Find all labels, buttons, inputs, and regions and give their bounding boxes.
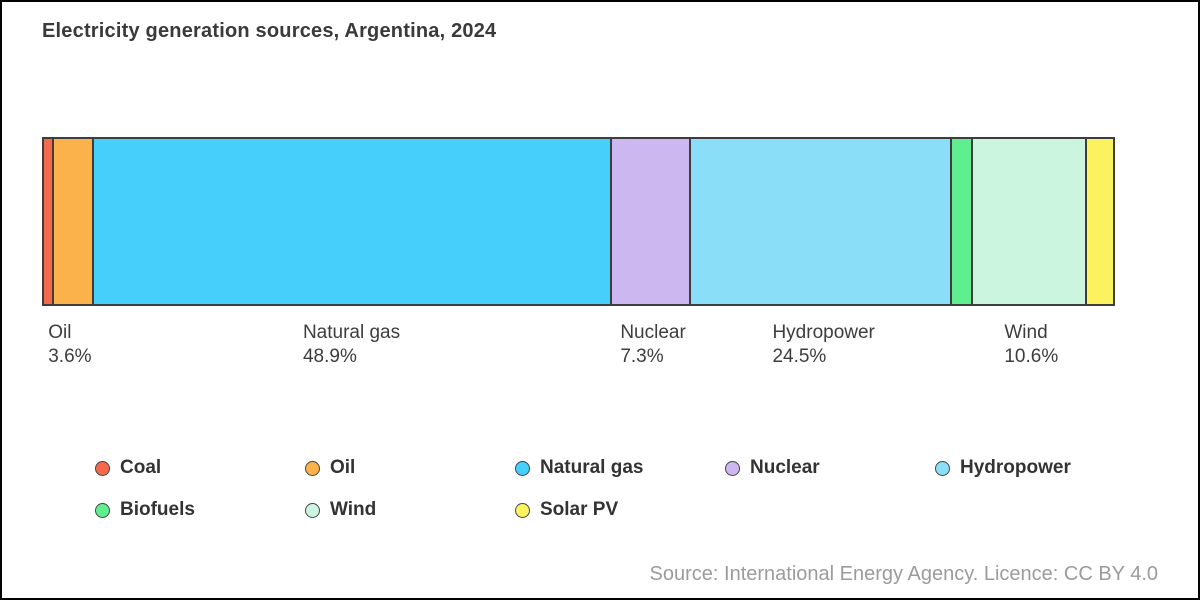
chart-title: Electricity generation sources, Argentin… [42,20,497,42]
segment-label-name: Nuclear [620,322,686,343]
legend-item-solar-pv[interactable]: Solar PV [515,489,725,531]
bar-segment-natural-gas[interactable] [94,139,613,304]
segment-label-percent: 7.3% [620,346,664,367]
segment-labels-layer: Oil 3.6% Natural gas 48.9% Nuclear 7.3% Hydrop… [42,321,1115,375]
legend-item-oil[interactable]: Oil [305,447,515,489]
legend-item-wind[interactable]: Wind [305,489,515,531]
legend-item-natural-gas[interactable]: Natural gas [515,447,725,489]
legend: Coal Oil Natural gas Nuclear Hydropower Biofu… [95,447,1168,531]
legend-swatch-icon [95,502,110,518]
legend-swatch-icon [515,502,530,518]
legend-label: Natural gas [540,457,644,478]
bar-segment-coal[interactable] [44,139,55,304]
legend-label: Coal [120,457,162,478]
bar-segment-biofuels[interactable] [951,139,973,304]
segment-label-name: Wind [1004,322,1048,343]
legend-label: Hydropower [960,457,1071,478]
stacked-bar [42,137,1115,306]
bar-segment-solar-pv[interactable] [1086,139,1113,304]
legend-label: Solar PV [540,499,619,520]
legend-item-nuclear[interactable]: Nuclear [725,447,935,489]
legend-swatch-icon [95,460,110,476]
bar-segment-wind[interactable] [972,139,1087,304]
legend-swatch-icon [515,460,530,476]
segment-label-percent: 3.6% [48,346,92,367]
segment-label-wind: Wind 10.6% [1004,321,1058,369]
legend-label: Wind [330,499,377,520]
segment-label-oil: Oil 3.6% [48,321,91,369]
legend-swatch-icon [725,460,740,476]
legend-label: Oil [330,457,356,478]
segment-label-hydropower: Hydropower 24.5% [772,321,874,369]
legend-swatch-icon [935,460,950,476]
segment-label-natural-gas: Natural gas 48.9% [303,321,400,369]
legend-item-biofuels[interactable]: Biofuels [95,489,305,531]
segment-label-name: Natural gas [302,322,401,343]
segment-label-percent: 24.5% [772,346,827,367]
legend-item-hydropower[interactable]: Hydropower [935,447,1145,489]
legend-label: Nuclear [750,457,820,478]
segment-label-name: Oil [48,322,72,343]
source-note: Source: International Energy Agency. Lic… [649,563,1158,585]
segment-label-nuclear: Nuclear 7.3% [620,321,685,369]
segment-label-name: Hydropower [772,322,875,343]
bar-segment-oil[interactable] [54,139,95,304]
legend-swatch-icon [305,460,320,476]
segment-label-percent: 10.6% [1004,346,1059,367]
legend-item-coal[interactable]: Coal [95,447,305,489]
bar-segment-hydropower[interactable] [691,139,952,304]
legend-swatch-icon [305,502,320,518]
legend-label: Biofuels [120,499,195,520]
bar-segment-nuclear[interactable] [612,139,692,304]
segment-label-percent: 48.9% [302,346,357,367]
